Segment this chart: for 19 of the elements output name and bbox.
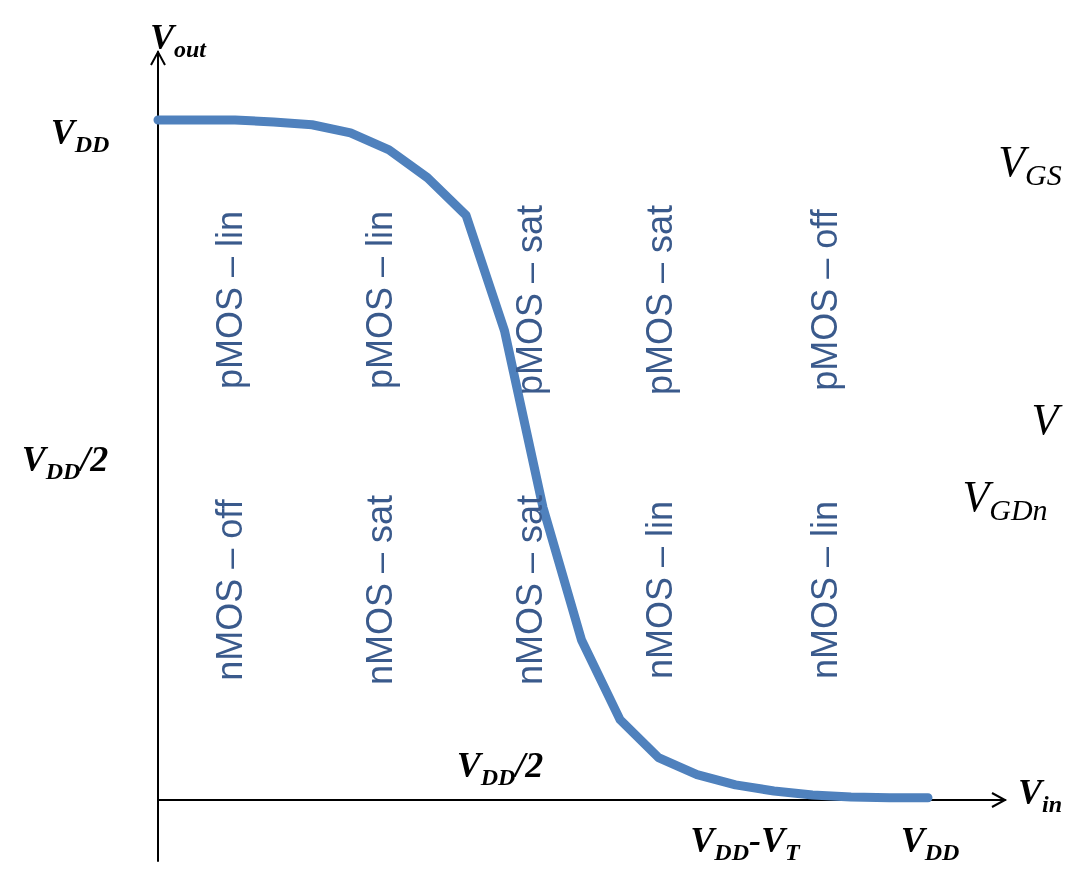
annotation: pMOS – lin — [209, 210, 250, 390]
annotation: nMOS – lin — [804, 500, 845, 680]
text: V$_{DD}$ — [900, 820, 960, 865]
x-axis-title: V$_{in}$ — [1017, 772, 1063, 817]
y-axis-title: V$_{out}$ — [149, 17, 207, 62]
text: V$_{DD}$/2 — [21, 439, 109, 484]
annotation: V$_{GDn}$ — [962, 472, 1048, 526]
annotation: nMOS – lin — [639, 500, 680, 680]
annotation: V$_{DD}$/2 — [456, 745, 544, 790]
annotation: nMOS – sat — [509, 494, 550, 686]
annotation: pMOS – off — [804, 209, 845, 391]
text: V$_{DD}$ — [50, 112, 110, 157]
annotation: V$_{GS}$ — [998, 137, 1062, 191]
annotation: pMOS – sat — [639, 204, 680, 396]
annotation: nMOS – sat — [359, 494, 400, 686]
annotation: pMOS – sat — [509, 204, 550, 396]
annotation: nMOS – off — [209, 499, 250, 681]
text: V$_{DD}$-V$_{T}$ — [690, 820, 800, 865]
annotation: pMOS – lin — [359, 210, 400, 390]
